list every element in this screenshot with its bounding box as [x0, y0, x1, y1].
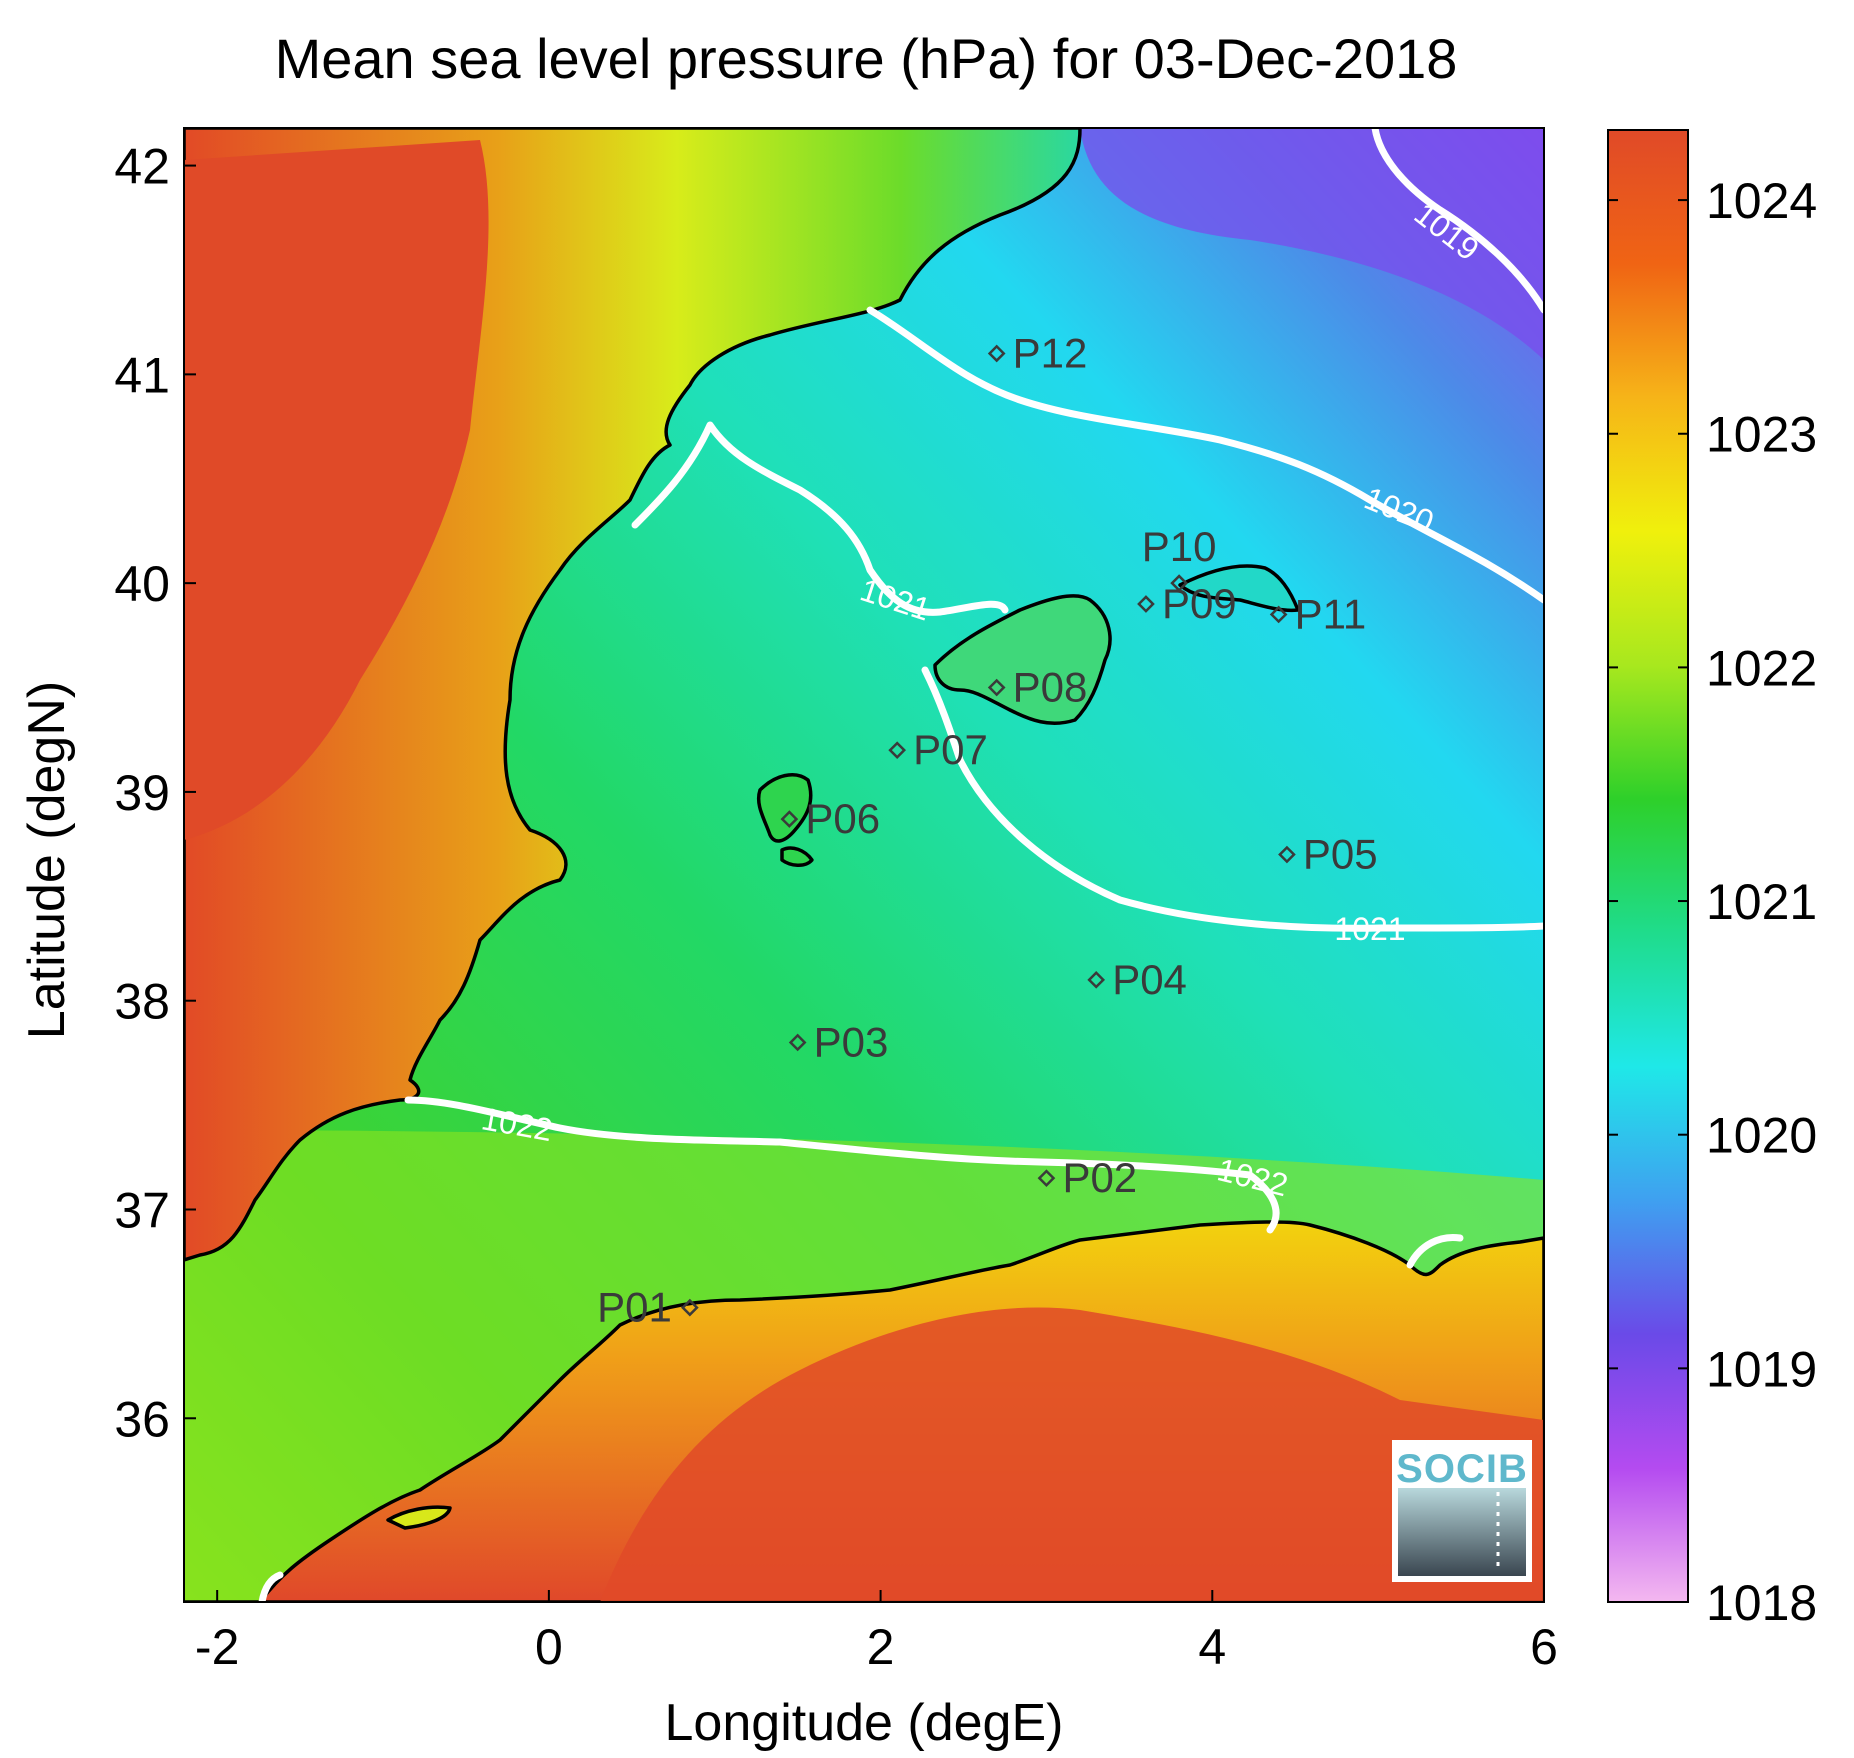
y-tick-label: 40 — [114, 556, 170, 612]
isobar-1022-north — [404, 1096, 1280, 1234]
x-axis-label: Longitude (degE) — [665, 1694, 1064, 1752]
map-frame — [183, 127, 1545, 1603]
y-tick-label: 41 — [114, 347, 170, 403]
menorca-island — [1178, 564, 1300, 613]
ibiza-island — [757, 773, 813, 843]
x-tick-label: 4 — [1198, 1619, 1226, 1675]
station-marker-p05 — [1278, 845, 1296, 864]
station-marker-p08 — [987, 678, 1006, 697]
low-pressure-area — [1080, 128, 1544, 360]
station-label-p04: P04 — [1112, 956, 1187, 1003]
station-marker-p04 — [1087, 970, 1106, 989]
isobar-1019 — [1371, 128, 1544, 314]
station-marker-p11 — [1269, 605, 1288, 624]
station-label-p03: P03 — [814, 1018, 889, 1065]
station-marker-p07 — [888, 741, 907, 760]
isobar-1022-west — [258, 1571, 284, 1602]
colorbar: 1024 1023 1022 1021 1020 1019 1018 — [1607, 129, 1817, 1631]
mallorca-island — [933, 594, 1112, 725]
station-label-p08: P08 — [1013, 664, 1088, 711]
map-area: 1019 1020 1021 1021 1022 1022 P01P02P03P… — [184, 128, 1544, 1602]
y-tick-label: 42 — [114, 139, 170, 195]
station-marker-p09 — [1137, 595, 1155, 613]
x-tick-label: 2 — [867, 1619, 895, 1675]
x-axis-ticks: -2 0 2 4 6 — [195, 1590, 1558, 1675]
x-tick-label: 0 — [535, 1619, 563, 1675]
iberia-interior-high — [184, 140, 489, 840]
isobar-1020 — [866, 306, 1544, 604]
station-label-p07: P07 — [913, 726, 988, 773]
station-label-p05: P05 — [1303, 831, 1378, 878]
station-marker-p01 — [681, 1298, 699, 1317]
colorbar-gradient — [1607, 129, 1689, 1603]
isobar-contours — [258, 128, 1544, 1602]
socib-logo: SOCIB — [1392, 1440, 1532, 1582]
station-marker-p12 — [987, 344, 1006, 363]
station-label-p12: P12 — [1013, 329, 1088, 376]
station-marker-p06 — [780, 810, 799, 828]
formentera-island — [780, 846, 814, 867]
isobar-1021-south — [921, 666, 1544, 932]
colorbar-ticks: 1024 1023 1022 1021 1020 1019 1018 — [1608, 173, 1817, 1631]
colorbar-tick-label: 1024 — [1706, 173, 1817, 229]
station-marker-p03 — [788, 1033, 807, 1052]
isobar-label: 1021 — [1334, 911, 1405, 947]
logo-image — [1398, 1488, 1526, 1576]
alboran-land — [386, 1505, 452, 1530]
isobar-1022-east — [1406, 1233, 1464, 1269]
x-tick-label: 6 — [1530, 1619, 1558, 1675]
colorbar-tick-label: 1019 — [1706, 1341, 1817, 1397]
colorbar-tick-label: 1023 — [1706, 407, 1817, 463]
station-markers: P01 P02 P03 P04 P05 P06 P07 P08 P09 P10 P11 P12 — [597, 329, 1378, 1330]
station-label-p06: P06 — [805, 795, 880, 842]
station-label-p11: P11 — [1295, 590, 1367, 637]
atlas-high — [600, 1307, 1544, 1602]
colorbar-tick-label: 1020 — [1706, 1108, 1817, 1164]
station-label-p01: P01 — [597, 1284, 672, 1331]
y-axis-ticks: 42 41 40 39 38 37 36 — [114, 139, 196, 1447]
station-label-p02: P02 — [1062, 1154, 1137, 1201]
colorbar-tick-label: 1018 — [1706, 1575, 1817, 1631]
colorbar-tick-label: 1022 — [1706, 640, 1817, 696]
station-marker-p10 — [1170, 574, 1188, 592]
isobar-1021-north — [631, 421, 1009, 616]
logo-text: SOCIB — [1396, 1447, 1528, 1491]
y-axis-label: Latitude (degN) — [18, 681, 76, 1039]
y-tick-label: 37 — [114, 1182, 170, 1238]
colorbar-tick-label: 1021 — [1706, 874, 1817, 930]
y-tick-label: 36 — [114, 1391, 170, 1447]
x-tick-label: -2 — [195, 1619, 239, 1675]
y-tick-label: 38 — [114, 974, 170, 1030]
station-label-p09: P09 — [1162, 580, 1237, 627]
station-marker-p02 — [1037, 1169, 1056, 1188]
map-title: Mean sea level pressure (hPa) for 03-Dec… — [275, 27, 1458, 90]
y-tick-label: 39 — [114, 765, 170, 821]
station-label-p10: P10 — [1142, 523, 1217, 570]
